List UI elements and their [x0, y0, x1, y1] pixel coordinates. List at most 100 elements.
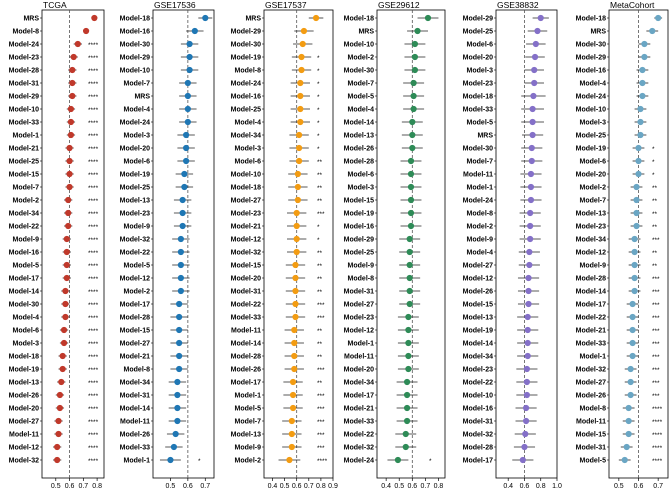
row-label: Model-20 — [120, 146, 150, 153]
row-label: Model-15 — [231, 263, 261, 270]
significance-stars: **** — [88, 133, 99, 140]
row-label: Model-3 — [348, 185, 375, 192]
significance-stars: *** — [652, 367, 660, 374]
point-estimate — [70, 53, 77, 61]
point-estimate — [176, 339, 183, 347]
x-tick-label: 0.8 — [92, 483, 102, 490]
point-estimate — [297, 92, 304, 100]
row-label: Model-30 — [9, 302, 39, 309]
row-label: Model-17 — [231, 380, 261, 387]
row-label: MRS — [134, 94, 150, 101]
point-estimate — [177, 274, 184, 282]
row-label: Model-32 — [344, 445, 374, 452]
row-label: Model-27 — [231, 198, 261, 205]
significance-stars: **** — [88, 81, 99, 88]
row-label: Model-24 — [576, 94, 606, 101]
row-label: Model-23 — [344, 315, 374, 322]
point-estimate — [524, 313, 531, 321]
significance-stars: **** — [88, 289, 99, 296]
row-label: Model-4 — [13, 315, 40, 322]
point-estimate — [54, 443, 61, 451]
point-estimate — [55, 430, 62, 438]
row-label: Model-4 — [124, 107, 151, 114]
point-estimate — [526, 248, 533, 256]
row-label: Model-9 — [13, 237, 40, 244]
significance-stars: * — [198, 458, 201, 465]
point-estimate — [394, 456, 402, 464]
row-label: Model-26 — [9, 393, 39, 400]
row-label: Model-2 — [124, 289, 151, 296]
point-estimate — [170, 443, 178, 451]
significance-stars: **** — [88, 393, 99, 400]
point-estimate — [293, 235, 300, 243]
row-label: Model-22 — [120, 250, 150, 257]
point-estimate — [293, 222, 300, 230]
point-estimate — [298, 66, 305, 74]
panel-frame — [41, 9, 105, 479]
x-tick-label: 0.6 — [634, 483, 644, 490]
point-estimate — [186, 53, 193, 61]
point-estimate — [405, 313, 412, 321]
panel-title: GSE17537 — [265, 0, 307, 10]
point-estimate — [292, 300, 299, 308]
point-estimate — [405, 365, 412, 373]
row-label: Model-34 — [463, 354, 493, 361]
significance-stars: * — [652, 172, 655, 179]
point-estimate — [621, 456, 628, 464]
row-label: Model-33 — [576, 341, 606, 348]
row-label: Model-26 — [231, 367, 261, 374]
point-estimate — [655, 14, 662, 22]
point-estimate — [529, 131, 536, 139]
row-label: Model-29 — [463, 16, 493, 23]
point-estimate — [177, 287, 184, 295]
row-label: Model-29 — [344, 237, 374, 244]
significance-stars: ** — [317, 341, 323, 348]
row-label: Model-25 — [231, 107, 261, 114]
row-label: Model-23 — [9, 55, 39, 62]
point-estimate — [525, 287, 532, 295]
significance-stars: ** — [317, 185, 323, 192]
point-estimate — [528, 144, 535, 152]
panel-6: MetaCohort 0.5 0.6 0.7 Model-18 MRS Model-30 Mo… — [576, 0, 669, 490]
point-estimate — [524, 339, 531, 347]
row-label: Model-12 — [576, 250, 606, 257]
point-estimate — [407, 157, 415, 165]
point-estimate — [297, 118, 304, 126]
point-estimate — [292, 261, 299, 269]
significance-stars: **** — [88, 354, 99, 361]
row-label: Model-18 — [576, 16, 606, 23]
significance-stars: * — [317, 94, 320, 101]
point-estimate — [66, 170, 73, 178]
row-label: Model-14 — [120, 406, 150, 413]
point-estimate — [406, 287, 413, 295]
row-label: Model-21 — [344, 406, 374, 413]
row-label: Model-3 — [13, 341, 40, 348]
panel-3: GSE17537 0.4 0.5 0.6 0.7 0.8 0.9 MRS Model-29 Mod… — [231, 0, 338, 490]
row-label: Model-2 — [467, 224, 494, 231]
point-estimate — [65, 222, 72, 230]
point-estimate — [293, 209, 300, 217]
point-estimate — [405, 326, 412, 334]
row-label: Model-7 — [580, 198, 607, 205]
point-estimate — [59, 352, 66, 360]
x-tick-label: 0.5 — [280, 483, 290, 490]
significance-stars: *** — [652, 380, 660, 387]
row-label: Model-24 — [9, 42, 39, 49]
x-tick-label: 0.8 — [434, 483, 444, 490]
row-label: Model-12 — [231, 237, 261, 244]
x-tick-label: 0.7 — [304, 483, 314, 490]
row-label: Model-25 — [576, 133, 606, 140]
point-estimate — [407, 222, 415, 230]
row-label: Model-11 — [344, 354, 374, 361]
panel-4: GSE29612 0.4 0.5 0.6 0.7 0.8 Model-18 MRS Model-… — [344, 0, 446, 490]
row-label: Model-33 — [463, 107, 493, 114]
point-estimate — [631, 235, 638, 243]
point-estimate — [66, 157, 73, 165]
significance-stars: **** — [88, 120, 99, 127]
row-label: Model-20 — [344, 367, 374, 374]
x-tick-label: 0.4 — [268, 483, 278, 490]
point-estimate — [179, 222, 186, 230]
row-label: Model-5 — [13, 263, 40, 270]
point-estimate — [537, 14, 544, 22]
